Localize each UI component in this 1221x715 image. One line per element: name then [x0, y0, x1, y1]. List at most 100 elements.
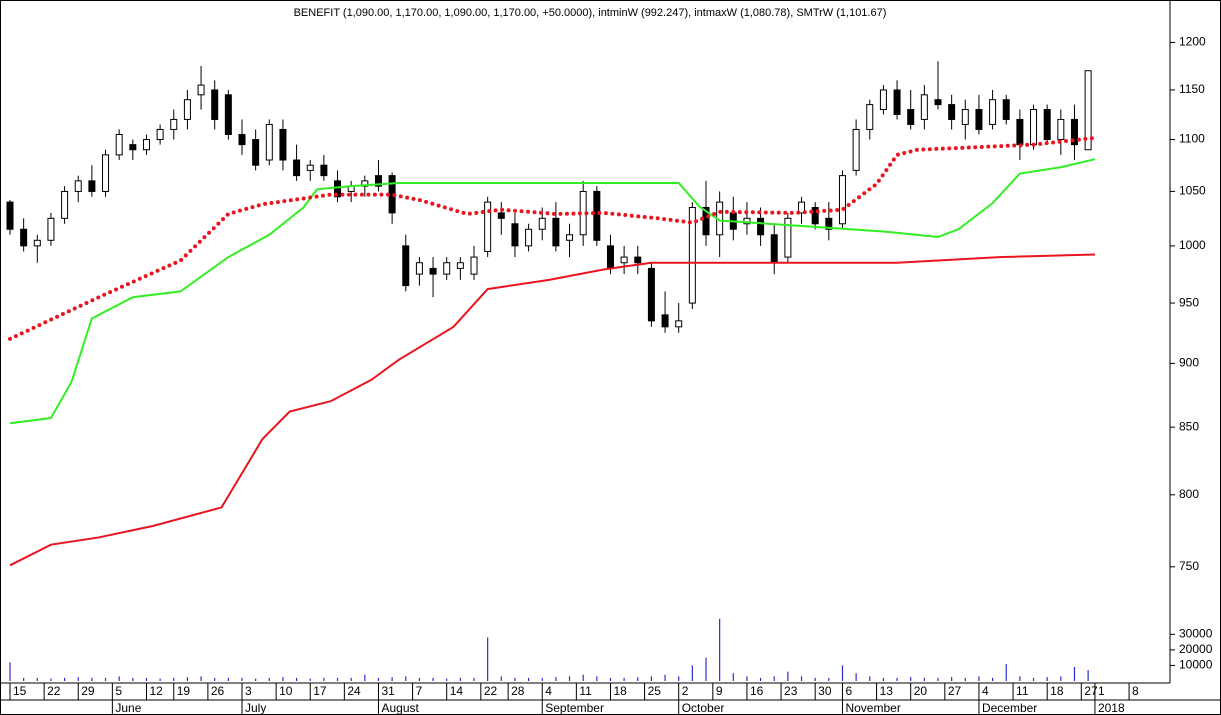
candle-body	[484, 201, 492, 252]
x-tick-label: 9	[716, 684, 723, 698]
candle-body	[443, 262, 451, 275]
x-tick-label: 5	[115, 684, 122, 698]
indicator-line	[9, 158, 1096, 425]
candle-body	[1030, 109, 1038, 146]
volume-tick-label: 20000	[1179, 642, 1213, 656]
x-tick-label: 26	[211, 684, 225, 698]
candle-body	[115, 133, 123, 156]
volume-tick-label: 10000	[1179, 658, 1213, 672]
month-label: November	[845, 701, 900, 715]
candle-body	[975, 109, 983, 130]
candle-body	[620, 256, 628, 264]
candle-body	[211, 89, 219, 120]
x-tick-label: 4	[545, 684, 552, 698]
candle-body	[525, 228, 533, 247]
x-tick-label: 11	[579, 684, 592, 698]
x-tick-label: 18	[613, 684, 627, 698]
candle-body	[88, 180, 96, 192]
candle-body	[961, 109, 969, 125]
x-tick-label: 12	[149, 684, 163, 698]
x-tick-label: 29	[81, 684, 95, 698]
candle-body	[224, 94, 232, 135]
candle-body	[893, 89, 901, 115]
candle-body	[838, 175, 846, 225]
chart-title: BENEFIT (1,090.00, 1,170.00, 1,090.00, 1…	[294, 7, 887, 19]
candle-body	[156, 128, 164, 141]
candle-body	[20, 228, 28, 247]
candle-body	[825, 217, 833, 230]
x-tick-label: 14	[450, 684, 464, 698]
indicator-line	[8, 135, 1097, 341]
x-tick-label: 3	[245, 684, 252, 698]
x-tick-label: 18	[1050, 684, 1064, 698]
x-tick-label: 31	[381, 684, 395, 698]
y-tick-label: 1050	[1179, 184, 1206, 198]
candle-body	[879, 89, 887, 111]
x-tick-label: 30	[818, 684, 832, 698]
candle-body	[74, 180, 82, 192]
candle-body	[402, 245, 410, 287]
x-tick-label: 6	[845, 684, 852, 698]
y-tick-label: 1100	[1179, 132, 1205, 146]
candle-body	[907, 109, 915, 125]
candle-body	[415, 262, 423, 275]
y-tick-label: 1150	[1179, 82, 1205, 96]
month-label: September	[545, 701, 604, 715]
candle-body	[661, 314, 669, 328]
candle-body	[197, 84, 205, 96]
y-tick-label: 1200	[1179, 35, 1206, 49]
x-tick-label: 27	[948, 684, 962, 698]
candle-body	[497, 212, 505, 219]
candle-body	[470, 256, 478, 275]
candle-body	[142, 139, 150, 151]
month-label: July	[245, 701, 266, 715]
x-tick-label: 15	[13, 684, 27, 698]
y-tick-label: 750	[1179, 559, 1199, 573]
x-tick-label: 24	[347, 684, 361, 698]
month-label: December	[982, 701, 1037, 715]
candle-body	[920, 94, 928, 120]
x-tick-label: 20	[914, 684, 928, 698]
month-label: 2018	[1098, 701, 1125, 715]
candle-body	[293, 159, 301, 177]
x-tick-label: 22	[484, 684, 498, 698]
candle-body	[1043, 109, 1051, 141]
x-tick-label: 13	[880, 684, 894, 698]
x-tick-label: 22	[47, 684, 61, 698]
candle-body	[429, 267, 437, 275]
candle-body	[170, 118, 178, 130]
y-tick-label: 800	[1179, 487, 1199, 501]
candle-body	[511, 223, 519, 247]
candle-body	[1016, 118, 1024, 146]
candle-body	[334, 180, 342, 198]
candle-body	[538, 217, 546, 230]
x-tick-label: 27	[1084, 684, 1098, 698]
candle-body	[675, 320, 683, 328]
month-label: October	[682, 701, 725, 715]
candle-body	[1057, 118, 1065, 141]
candle-body	[634, 256, 642, 264]
candle-body	[102, 154, 110, 192]
candle-body	[757, 217, 765, 236]
candle-body	[374, 175, 382, 187]
x-tick-label: 16	[750, 684, 764, 698]
x-tick-label: 19	[177, 684, 191, 698]
candle-body	[456, 262, 464, 269]
candle-body	[934, 99, 942, 106]
candle-body	[306, 164, 314, 171]
x-tick-label: 2	[682, 684, 689, 698]
candle-body	[129, 144, 137, 151]
x-tick-label: 10	[279, 684, 293, 698]
candle-body	[1084, 70, 1092, 151]
candle-body	[702, 206, 710, 236]
month-label: August	[381, 701, 419, 715]
x-tick-label: 1	[1098, 684, 1105, 698]
candle-body	[552, 217, 560, 247]
candle-body	[852, 128, 860, 171]
volume-tick-label: 30000	[1179, 627, 1213, 641]
x-tick-label: 4	[982, 684, 989, 698]
x-tick-label: 28	[511, 684, 525, 698]
x-tick-label: 7	[416, 684, 423, 698]
x-tick-label: 25	[648, 684, 662, 698]
